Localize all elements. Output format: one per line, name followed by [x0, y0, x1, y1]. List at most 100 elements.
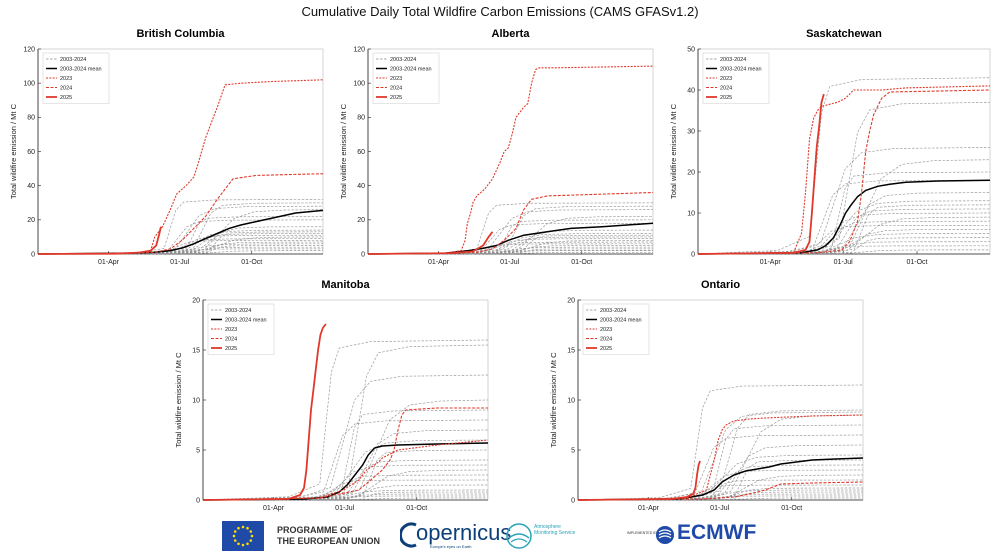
series-line-historical — [37, 245, 323, 255]
series-line-historical — [202, 489, 489, 501]
series-line-historical — [37, 250, 323, 255]
eu-star — [249, 530, 253, 533]
legend-entry: 2023 — [225, 327, 237, 333]
eu-star — [241, 525, 245, 529]
atmosphere-service-icon — [506, 523, 532, 549]
series-line-historical — [697, 101, 991, 255]
legend-entry: 2023 — [600, 327, 612, 333]
series-line-historical — [37, 234, 324, 255]
series-line-historical — [37, 205, 324, 255]
series-line-historical — [577, 409, 864, 501]
series-line-2025 — [367, 231, 494, 255]
x-tick-label: 01-Jul — [834, 259, 854, 266]
series-line-historical — [202, 344, 489, 501]
series-line-historical — [367, 238, 654, 255]
series-line-historical — [367, 229, 654, 255]
series-line-2024 — [697, 89, 991, 255]
series-line-historical — [697, 192, 991, 255]
series-line-2023 — [367, 65, 654, 255]
x-tick-label: 01-Apr — [760, 259, 782, 266]
eu-stars-icon — [232, 525, 254, 547]
series-line-2003-2024-mean — [367, 222, 654, 255]
ecmwf-logo-text: ECMWF — [677, 521, 757, 544]
legend-entry: 2003-2024 mean — [720, 67, 762, 73]
y-tick-label: 80 — [357, 115, 365, 122]
eu-star — [237, 542, 240, 546]
ecmwf-icon — [656, 526, 674, 544]
series-line-historical — [577, 414, 864, 501]
y-tick-label: 10 — [192, 397, 200, 404]
series-line-historical — [697, 159, 991, 255]
series-line-historical — [202, 419, 489, 501]
series-line-historical — [577, 459, 864, 501]
eu-star — [237, 526, 240, 530]
series-line-historical — [367, 202, 654, 255]
series-line-2025 — [37, 226, 162, 255]
series-line-historical — [202, 399, 489, 501]
x-tick-label: 01-Apr — [98, 259, 120, 266]
y-tick-label: 120 — [353, 46, 365, 53]
series-line-historical — [202, 374, 489, 501]
y-tick-label: 0 — [691, 251, 695, 258]
series-line-historical — [367, 239, 654, 255]
legend-entry: 2023 — [720, 76, 732, 82]
eu-star — [233, 530, 237, 533]
copernicus-logo-text: opernicus — [416, 520, 512, 545]
copernicus-c-icon — [400, 522, 417, 548]
y-tick-label: 20 — [192, 297, 200, 304]
y-tick-label: 5 — [571, 447, 575, 454]
panel-title: British Columbia — [136, 28, 225, 40]
series-line-2003-2024-mean — [202, 442, 489, 501]
eu-star — [246, 526, 249, 530]
x-tick-label: 01-Jul — [500, 259, 520, 266]
series-line-historical — [37, 209, 324, 255]
legend-entry: 2023 — [60, 76, 72, 82]
y-tick-label: 40 — [27, 183, 35, 190]
series-line-2023 — [37, 79, 324, 255]
series-line-2025 — [697, 93, 825, 255]
series-line-historical — [577, 454, 864, 501]
series-line-historical — [37, 198, 324, 255]
legend-entry: 2003-2024 mean — [390, 67, 432, 73]
y-tick-label: 60 — [357, 149, 365, 156]
series-line-historical — [578, 497, 863, 501]
series-line-historical — [367, 246, 653, 255]
series-line-historical — [697, 216, 991, 255]
atmosphere-service-text: Atmosphere Monitoring Service — [534, 524, 575, 536]
series-line-historical — [577, 384, 864, 501]
y-tick-label: 50 — [687, 46, 695, 53]
series-line-historical — [202, 495, 488, 501]
eu-star — [246, 542, 249, 546]
series-line-2023 — [697, 85, 991, 255]
y-tick-label: 10 — [567, 397, 575, 404]
chart-british-columbia: British Columbia 0 20 40 60 80 100 120 01-Apr 01-… — [9, 28, 324, 266]
legend-entry: 2024 — [60, 86, 72, 92]
y-tick-label: 5 — [196, 447, 200, 454]
x-tick-label: 01-Jul — [710, 505, 730, 512]
y-axis-label: Total wildfire emission / Mt C — [174, 352, 183, 448]
series-line-historical — [367, 222, 654, 255]
eu-star — [249, 539, 253, 542]
y-tick-label: 20 — [357, 217, 365, 224]
y-tick-label: 100 — [353, 80, 365, 87]
y-tick-label: 10 — [687, 210, 695, 217]
series-line-historical — [368, 251, 653, 255]
y-tick-label: 100 — [23, 80, 35, 87]
eu-star — [233, 539, 237, 542]
x-tick-label: 01-Jul — [170, 259, 190, 266]
series-line-historical — [577, 495, 863, 501]
legend-entry: 2003-2024 — [720, 57, 746, 63]
y-axis-label: Total wildfire emission / Mt C — [549, 352, 558, 448]
ams-line-1: Atmosphere — [534, 524, 561, 530]
series-line-historical — [697, 77, 991, 255]
series-line-historical — [697, 179, 991, 255]
page-title: Cumulative Daily Total Wildfire Carbon E… — [301, 4, 699, 19]
series-line-historical — [37, 231, 324, 255]
x-tick-label: 01-Apr — [638, 505, 660, 512]
ams-line-2: Monitoring Service — [534, 530, 576, 536]
series-line-2024 — [37, 173, 324, 255]
y-tick-label: 20 — [567, 297, 575, 304]
y-axis-label: Total wildfire emission / Mt C — [339, 103, 348, 199]
series-line-historical — [203, 497, 488, 501]
legend-entry: 2003-2024 mean — [60, 67, 102, 73]
